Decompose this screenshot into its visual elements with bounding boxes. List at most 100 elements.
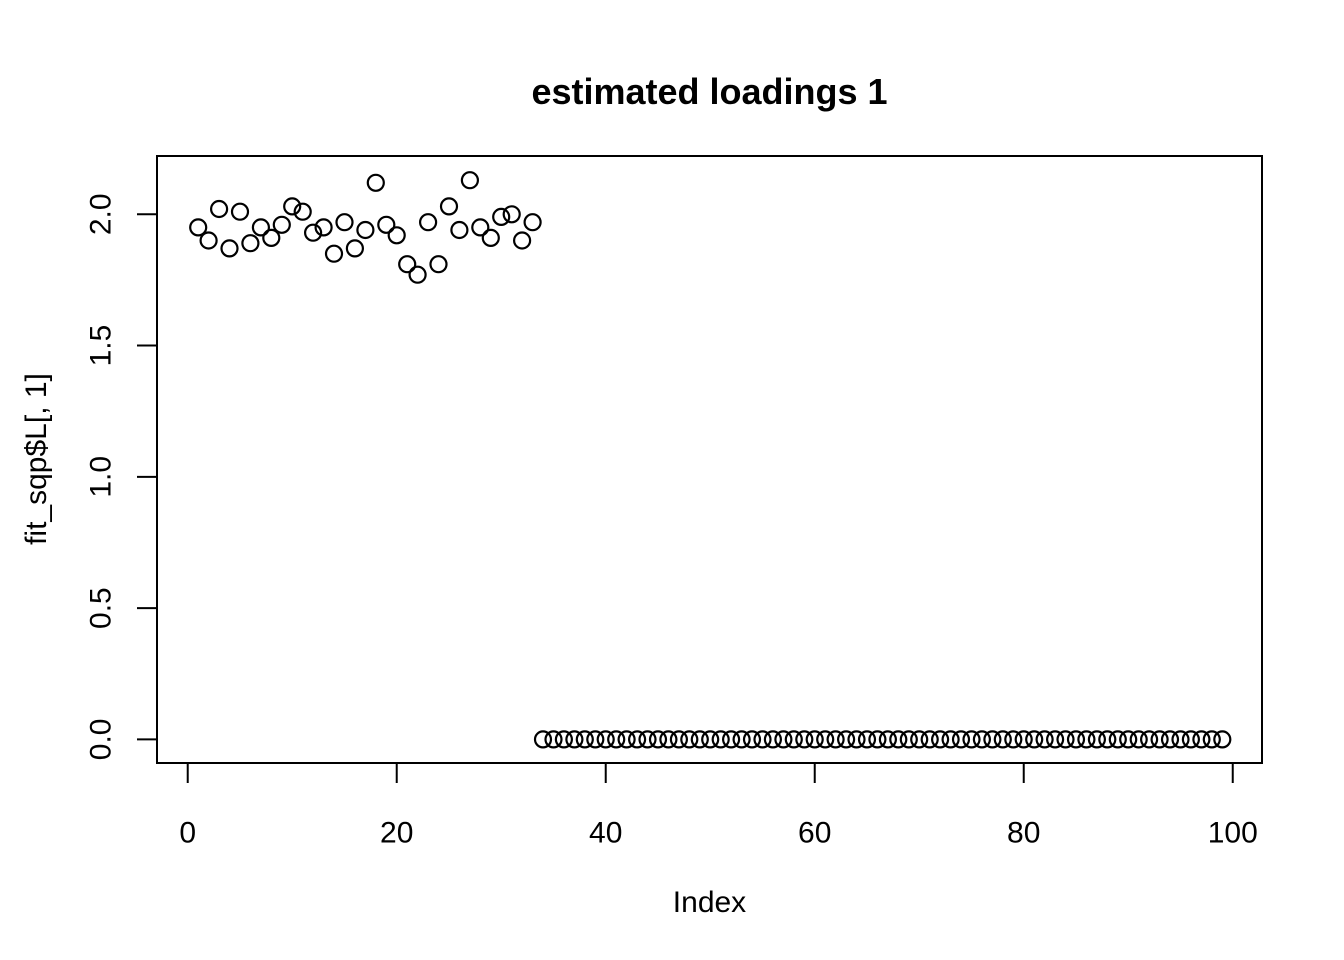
data-point [951, 730, 971, 749]
data-point [889, 730, 908, 749]
data-point [753, 730, 772, 749]
data-point [899, 730, 918, 749]
data-point [544, 730, 563, 749]
y-tick-label: 0.0 [85, 719, 118, 761]
data-point [230, 202, 250, 221]
data-point [272, 215, 291, 234]
data-point [1119, 730, 1138, 749]
data-point [189, 218, 208, 237]
data-point [565, 730, 584, 749]
data-point [1077, 730, 1096, 749]
data-point [721, 730, 741, 749]
data-point [1004, 730, 1023, 749]
data-point [1087, 730, 1107, 749]
data-point [596, 730, 615, 749]
data-point [1098, 730, 1117, 749]
data-point [1160, 730, 1180, 749]
data-point [962, 730, 981, 749]
data-point [701, 730, 720, 749]
data-point [533, 730, 553, 749]
data-point [1108, 730, 1127, 749]
data-point [847, 730, 866, 749]
data-point [492, 207, 511, 226]
x-axis-label: Index [672, 886, 747, 919]
data-point [439, 197, 459, 216]
data-point [210, 199, 229, 219]
data-point [993, 730, 1012, 749]
data-point [419, 213, 438, 232]
x-tick-label: 80 [1007, 817, 1040, 850]
data-point [1150, 730, 1169, 749]
data-point [450, 220, 469, 240]
data-point [523, 213, 542, 232]
data-point [648, 730, 668, 749]
x-tick-label: 20 [380, 817, 413, 850]
data-point [262, 228, 281, 247]
data-point [826, 730, 845, 749]
data-point [1056, 730, 1075, 749]
data-point [304, 223, 323, 242]
data-point [1066, 730, 1086, 749]
data-point [930, 730, 950, 749]
data-point [805, 730, 824, 749]
data-point [627, 730, 647, 749]
data-point [669, 730, 689, 749]
data-point [554, 730, 574, 749]
data-point [502, 205, 521, 224]
data-point [836, 730, 856, 749]
data-point [910, 730, 929, 749]
data-point [784, 730, 803, 749]
data-point [471, 218, 490, 237]
data-point [1181, 730, 1201, 749]
data-point [659, 730, 678, 749]
data-point [408, 265, 427, 284]
data-point [920, 730, 939, 749]
data-point [314, 218, 333, 237]
data-point [607, 730, 626, 749]
data-point [680, 730, 699, 749]
data-point [983, 730, 1002, 749]
data-point [356, 220, 375, 240]
data-point [335, 213, 354, 232]
y-tick-label: 1.5 [85, 325, 118, 367]
data-point [241, 234, 260, 253]
y-tick-label: 0.5 [85, 587, 118, 629]
data-point [398, 255, 417, 274]
data-point [742, 730, 762, 749]
data-point [377, 215, 396, 234]
data-point [1129, 730, 1148, 749]
x-tick-label: 60 [798, 817, 831, 850]
data-point [387, 226, 406, 245]
data-point [763, 730, 783, 749]
data-point [199, 231, 218, 250]
data-point [795, 730, 814, 749]
data-point [617, 730, 636, 749]
chart-title: estimated loadings 1 [531, 71, 888, 112]
x-tick-label: 40 [589, 817, 622, 850]
data-point [324, 244, 344, 263]
data-point [512, 231, 532, 250]
data-point [1045, 730, 1065, 749]
data-point [251, 218, 270, 237]
data-point [586, 730, 605, 749]
y-tick-label: 2.0 [85, 193, 118, 235]
data-point [732, 730, 751, 749]
data-point [941, 730, 960, 749]
data-point [366, 173, 385, 192]
data-point [857, 730, 877, 749]
data-point [1192, 730, 1211, 749]
data-point [283, 197, 302, 216]
data-point [972, 730, 992, 749]
data-point [868, 730, 887, 749]
data-point [690, 730, 709, 749]
plot-box [156, 155, 1263, 764]
data-point [878, 730, 898, 749]
data-point [220, 239, 239, 258]
data-point [1035, 730, 1054, 749]
y-tick-label: 1.0 [85, 456, 118, 498]
data-point [575, 730, 594, 749]
data-point [429, 255, 448, 274]
data-point [816, 730, 835, 749]
